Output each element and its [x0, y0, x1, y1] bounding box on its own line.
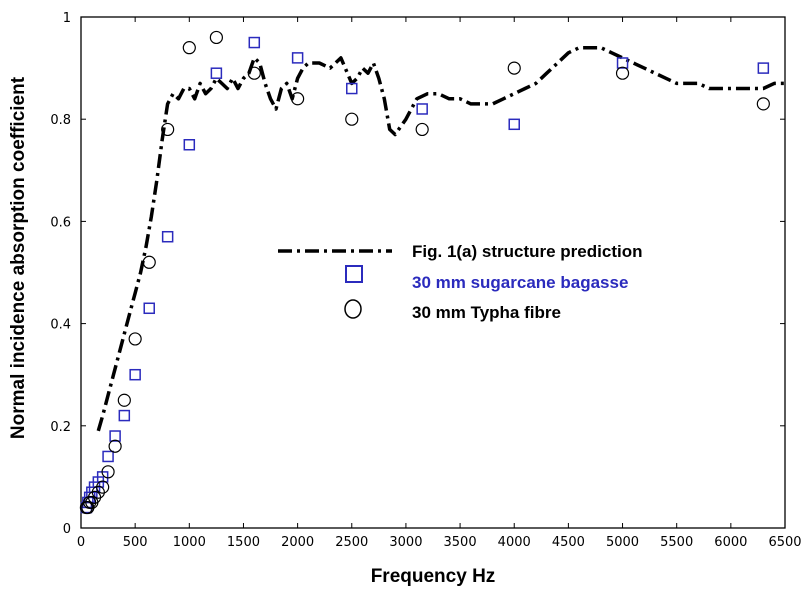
x-tick-labels: 0 500 1000 1500 2000 2500 3000 3500 4000 4500 5000… — [77, 535, 802, 550]
prediction-line-group — [96, 45, 785, 432]
x-tick-label: 6500 — [768, 535, 801, 550]
x-tick-label: 0 — [77, 535, 85, 550]
bagasse-point — [118, 409, 131, 422]
x-axis-title: Frequency Hz — [371, 566, 496, 587]
x-tick-label: 6000 — [714, 535, 747, 550]
legend-circle-swatch — [344, 299, 362, 319]
bagasse-point — [416, 103, 428, 115]
typha-point — [756, 97, 770, 111]
y-tick-label: 0.6 — [50, 215, 71, 230]
typha-point — [507, 61, 521, 75]
x-tick-label: 4500 — [552, 535, 585, 550]
typha-point — [291, 92, 305, 106]
typha-point — [415, 122, 429, 137]
x-tick-label: 5000 — [606, 535, 639, 550]
typha-point — [182, 41, 196, 55]
plot-frame — [80, 16, 786, 529]
y-tick-label: 0 — [63, 522, 71, 537]
bagasse-point — [508, 118, 520, 131]
x-tick-label: 500 — [123, 535, 148, 550]
bagasse-point — [102, 450, 114, 463]
y-tick-label: 1 — [63, 11, 71, 26]
y-tick-label: 0.8 — [50, 113, 71, 128]
x-tick-label: 5500 — [660, 535, 693, 550]
bagasse-point — [161, 230, 174, 243]
prediction-line — [96, 45, 785, 432]
y-tick-label: 0.2 — [50, 420, 71, 435]
typha-markers — [79, 30, 770, 515]
typha-point — [101, 465, 115, 479]
x-tick-label: 3500 — [444, 535, 477, 550]
x-tick-label: 1500 — [227, 535, 260, 550]
typha-point — [117, 393, 131, 407]
y-tick-label: 0.4 — [50, 318, 71, 333]
bagasse-point — [109, 430, 121, 442]
x-tick-label: 4000 — [498, 535, 531, 550]
bagasse-point — [346, 82, 358, 95]
typha-point — [128, 332, 142, 346]
y-axis-title: Normal incidence absorption coefficient — [8, 76, 29, 439]
x-tick-label: 1000 — [173, 535, 206, 550]
typha-point — [142, 255, 156, 269]
bagasse-point — [183, 139, 196, 151]
x-tick-label: 3000 — [389, 535, 422, 550]
typha-point — [209, 30, 223, 45]
bagasse-point — [210, 67, 223, 79]
legend-square-swatch — [345, 265, 363, 283]
x-tick-label: 2500 — [335, 535, 368, 550]
legend-label-prediction: Fig. 1(a) structure prediction — [412, 242, 642, 261]
typha-point — [91, 485, 105, 499]
typha-point — [247, 66, 261, 80]
y-tick-labels: 0 0.2 0.4 0.6 0.8 1 — [50, 11, 71, 537]
typha-point — [108, 439, 122, 453]
legend-label-typha: 30 mm Typha fibre — [412, 303, 561, 322]
typha-point — [615, 66, 630, 80]
typha-point — [161, 122, 175, 137]
bagasse-point — [129, 368, 141, 381]
legend-label-bagasse: 30 mm sugarcane bagasse — [412, 273, 628, 292]
bagasse-point — [143, 302, 155, 315]
bagasse-point — [757, 62, 770, 74]
typha-point — [96, 480, 110, 494]
bagasse-point — [616, 57, 629, 69]
legend: Fig. 1(a) structure prediction 30 mm sug… — [278, 242, 642, 322]
bagasse-point — [291, 52, 304, 64]
bagasse-point — [248, 36, 261, 49]
bagasse-markers — [80, 36, 770, 514]
typha-point — [345, 112, 359, 126]
tick-marks — [80, 16, 786, 529]
x-tick-label: 2000 — [281, 535, 314, 550]
